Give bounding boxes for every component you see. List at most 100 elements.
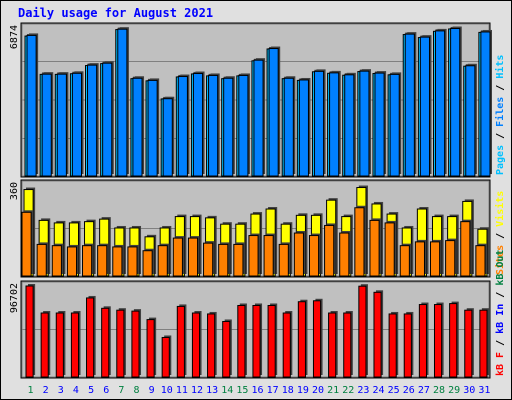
day-label: 27 xyxy=(418,385,430,396)
axis-max-label: 96702 xyxy=(9,283,20,313)
bar-sites xyxy=(414,241,425,277)
bar-sites xyxy=(399,245,410,277)
day-label: 12 xyxy=(191,385,203,396)
bar-kb-f xyxy=(40,312,49,378)
bar-kb-f xyxy=(191,312,201,378)
bar-files xyxy=(26,34,37,177)
bar-files xyxy=(419,36,430,177)
day-label: 11 xyxy=(176,385,188,396)
bar-sites xyxy=(142,250,153,277)
bar-kb-f xyxy=(86,297,95,378)
bar-kb-f xyxy=(207,313,216,378)
legend-item: Visits xyxy=(494,191,506,227)
day-label: 24 xyxy=(373,385,385,396)
day-label: 29 xyxy=(448,385,460,396)
axis-max-label: 6874 xyxy=(9,25,20,49)
bar-files xyxy=(450,28,461,177)
bar-sites xyxy=(51,245,62,277)
bar-files xyxy=(359,70,370,177)
bar-sites xyxy=(308,235,320,277)
bar-files xyxy=(404,33,415,177)
bar-files xyxy=(192,73,204,177)
bar-kb-f xyxy=(176,305,185,378)
day-label: 19 xyxy=(297,385,309,396)
bar-files xyxy=(283,77,294,177)
bar-files xyxy=(102,62,113,177)
bar-kb-f xyxy=(131,310,140,378)
bar-files xyxy=(147,79,158,177)
bar-kb-f xyxy=(373,291,382,378)
bar-files xyxy=(465,65,476,177)
legend-hits-files-pages: Pages / Files / Hits xyxy=(494,55,506,175)
bar-kb-f xyxy=(25,285,34,378)
day-label: 7 xyxy=(118,385,124,396)
bar-sites xyxy=(203,242,214,277)
day-label: 20 xyxy=(312,385,324,396)
bar-files xyxy=(329,72,340,177)
bar-kb-f xyxy=(146,319,155,378)
bar-files xyxy=(313,70,325,177)
legend-separator: / xyxy=(495,127,506,145)
bar-sites xyxy=(324,224,335,277)
legend-kbytes: kB F / kB In / kB Out xyxy=(495,250,506,376)
legend-item: Pages xyxy=(495,145,506,175)
bar-sites xyxy=(36,243,47,277)
legend-item: kB In xyxy=(495,304,506,334)
bar-sites xyxy=(218,243,229,277)
bar-sites xyxy=(429,241,441,277)
bar-sites xyxy=(157,245,168,277)
bar-sites xyxy=(293,232,304,277)
day-label: 6 xyxy=(103,385,109,396)
bar-files xyxy=(389,73,400,177)
legend-item: kB Out xyxy=(495,250,506,286)
bar-files xyxy=(71,72,83,177)
day-label: 9 xyxy=(149,385,155,396)
bar-sites xyxy=(460,221,471,277)
bar-sites xyxy=(263,235,274,277)
bar-files xyxy=(208,74,219,177)
bar-sites xyxy=(66,246,78,277)
bar-sites xyxy=(248,235,259,277)
bar-kb-f xyxy=(161,336,170,378)
bar-sites xyxy=(127,246,138,277)
bar-sites xyxy=(278,243,289,277)
bar-kb-f xyxy=(433,304,443,378)
bar-kb-f xyxy=(282,312,291,378)
legend-separator: / xyxy=(495,286,506,304)
bar-files xyxy=(268,48,279,177)
bar-files xyxy=(253,59,264,177)
bar-files xyxy=(132,77,143,177)
day-label: 2 xyxy=(43,385,49,396)
day-label: 28 xyxy=(433,385,445,396)
bar-kb-f xyxy=(403,313,412,378)
day-label: 13 xyxy=(206,385,218,396)
bar-kb-f xyxy=(312,300,322,378)
legend-item: Files xyxy=(494,97,506,127)
bar-kb-f xyxy=(388,313,397,378)
day-label: 21 xyxy=(327,385,339,396)
legend-separator: / xyxy=(495,227,506,245)
day-label: 15 xyxy=(236,385,248,396)
bar-kb-f xyxy=(55,312,64,378)
bar-kb-f xyxy=(267,304,276,378)
day-label: 30 xyxy=(463,385,475,396)
bar-sites xyxy=(233,243,244,277)
legend-separator: / xyxy=(495,334,506,352)
bar-files xyxy=(434,30,446,177)
day-label: 17 xyxy=(267,385,279,396)
bar-kb-f xyxy=(101,307,110,378)
day-label: 10 xyxy=(161,385,173,396)
bar-sites xyxy=(21,211,32,277)
bar-kb-f xyxy=(297,301,306,378)
bar-sites xyxy=(82,245,93,277)
bar-kb-f xyxy=(343,312,352,378)
bar-files xyxy=(56,73,67,177)
bar-files xyxy=(238,74,249,177)
bar-files xyxy=(223,77,234,177)
bar-kb-f xyxy=(449,303,458,378)
day-label: 8 xyxy=(133,385,139,396)
bar-files xyxy=(41,73,52,177)
bar-kb-f xyxy=(358,285,367,378)
day-label: 3 xyxy=(58,385,64,396)
bar-kb-f xyxy=(464,309,473,378)
